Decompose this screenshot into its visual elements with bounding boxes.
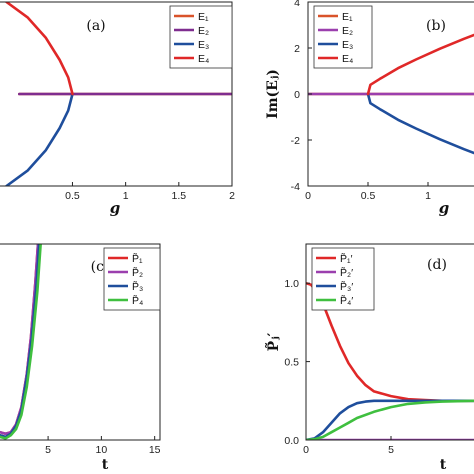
x-tick-label: 10 [96, 444, 108, 456]
series-line-3 [366, 92, 474, 155]
x-tick-label: 1 [123, 190, 129, 202]
series-line-3 [5, 92, 74, 186]
legend-entry: E₄ [198, 53, 209, 65]
y-axis-label: Im(Eⱼ) [265, 69, 281, 119]
panel-c: 5 10 15t(c) P̃₁P̃₂P̃₃P̃₄ [0, 243, 161, 473]
y-tick-label: 0 [294, 89, 300, 101]
x-tick-label: 5 [388, 444, 394, 456]
x-tick-label: 2 [229, 190, 235, 202]
series-group [0, 244, 42, 440]
y-tick-label: -4 [291, 181, 300, 193]
series-line-4 [366, 33, 474, 96]
legend-entry: P̃₄ [132, 294, 143, 307]
x-tick-label: 0.5 [65, 190, 80, 202]
series-line-4 [5, 2, 74, 96]
panel-label: (a) [86, 18, 105, 34]
plot-frame [0, 1, 233, 187]
x-tick-label: 1 [425, 190, 431, 202]
series-line-4 [306, 399, 474, 440]
series-line-3 [306, 399, 474, 440]
legend-entry: P̃₃ [132, 280, 143, 293]
legend-entry: P̃₁′ [340, 252, 353, 265]
legend-entry: E₄ [342, 53, 353, 65]
y-tick-label: 2 [294, 43, 300, 55]
legend-entry: E₃ [198, 39, 209, 51]
x-tick-label: 0.5 [361, 190, 376, 202]
x-tick-label: 15 [149, 444, 161, 456]
series-group [5, 2, 232, 186]
panel-d: 0 5 0.0 0.5 1.0 t P̃ⱼ′ (d) P̃₁′P̃₂′P̃₃′P̃₄′ [264, 243, 474, 473]
panel-b: 0 0.5 1 -4 -2 0 2 4 g Im(Eⱼ) (b) E₁ E₂ E₃ E₄ [265, 0, 474, 217]
series-group [308, 33, 474, 155]
legend-entry: E₂ [342, 25, 353, 37]
x-tick-label: 0 [303, 444, 309, 456]
legend-entry: P̃₂ [132, 266, 143, 279]
legend-entry: P̃₁ [132, 252, 143, 265]
legend-entry: E₁ [342, 11, 353, 23]
x-axis-label: g [439, 199, 450, 217]
x-tick-label: 5 [45, 444, 51, 456]
panel-label: (b) [426, 18, 446, 34]
panel-label: (d) [427, 257, 447, 273]
plot-frame [0, 243, 161, 441]
legend-entry: E₁ [198, 11, 209, 23]
y-tick-label: -2 [291, 135, 300, 147]
legend-entry: P̃₃′ [340, 280, 353, 293]
y-tick-label: 0.5 [284, 357, 299, 369]
x-axis-label: t [440, 457, 447, 473]
y-tick-label: 0.0 [284, 435, 299, 447]
legend-entry: P̃₂′ [340, 266, 353, 279]
x-axis-label: g [110, 199, 121, 217]
legend-entry: E₃ [342, 39, 353, 51]
x-axis-label: t [102, 457, 109, 473]
y-tick-label: 4 [294, 0, 300, 9]
x-tick-label: 0 [305, 190, 311, 202]
y-tick-label: 1.0 [284, 278, 299, 290]
y-axis-label: P̃ⱼ′ [264, 332, 282, 351]
x-tick-label: 1.5 [172, 190, 187, 202]
panel-a: 0.5 1 1.5 2 g (a) E₁ E₂ E₃ E₄ [0, 1, 235, 217]
legend-entry: P̃₄′ [340, 294, 353, 307]
series-line-4 [0, 244, 42, 440]
legend-entry: E₂ [198, 25, 209, 37]
